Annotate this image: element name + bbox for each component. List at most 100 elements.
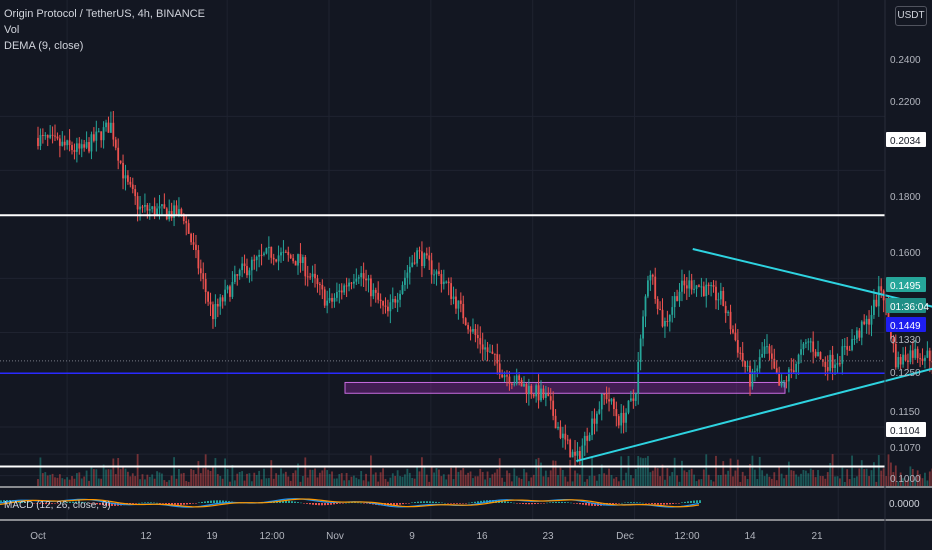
- macd-histogram-bar: [297, 502, 299, 503]
- macd-histogram-bar: [216, 500, 218, 503]
- volume-bar: [797, 476, 800, 486]
- volume-bar: [165, 481, 168, 486]
- macd-histogram-bar: [411, 502, 413, 503]
- volume-bar: [144, 479, 146, 486]
- price-axis-label: 0.1104: [890, 426, 920, 437]
- candle-body: [853, 338, 856, 340]
- volume-bar: [95, 469, 98, 486]
- macd-histogram-bar: [405, 503, 407, 504]
- macd-histogram-bar: [150, 502, 152, 503]
- price-axis: 0.2400 0.2200 0.2034 0.1800 0.1600 0.1495 01:3…: [886, 55, 929, 485]
- candle-body: [246, 266, 248, 276]
- candle-body: [396, 299, 399, 303]
- volume-bar: [328, 474, 331, 486]
- volume-bar: [732, 476, 734, 486]
- volume-bar: [899, 472, 902, 486]
- volume-bar: [311, 469, 314, 486]
- volume-bar: [819, 475, 822, 486]
- candle-body: [423, 253, 426, 267]
- candle-body: [241, 263, 244, 271]
- candle-body: [389, 302, 392, 312]
- candle-body: [399, 293, 401, 300]
- volume-bar: [664, 479, 666, 486]
- volume-bar: [231, 465, 234, 486]
- volume-bar: [919, 474, 921, 486]
- currency-badge[interactable]: USDT: [895, 6, 927, 26]
- volume-bar: [209, 470, 212, 486]
- volume-bar: [182, 472, 185, 486]
- volume-bar: [71, 476, 73, 486]
- volume-bar: [552, 460, 555, 486]
- volume-bar: [425, 474, 428, 486]
- macd-histogram-bar: [90, 503, 92, 504]
- volume-bar: [119, 469, 122, 486]
- macd-histogram-bar: [318, 503, 320, 506]
- volume-bar: [411, 477, 414, 486]
- candle-body: [797, 354, 800, 365]
- volume-bar: [865, 468, 868, 486]
- macd-histogram-bar: [75, 501, 77, 503]
- candle-body: [654, 276, 657, 299]
- candle-body: [163, 204, 166, 209]
- candle-body: [224, 289, 227, 302]
- volume-bar: [175, 478, 178, 486]
- price-axis-label: 0.2034: [890, 136, 921, 147]
- candle-body: [280, 252, 282, 256]
- macd-histogram-bar: [93, 503, 95, 504]
- volume-bar: [442, 474, 445, 486]
- volume-bar: [452, 479, 455, 486]
- macd-histogram-bar: [369, 503, 371, 505]
- candle-body: [438, 271, 440, 275]
- candle-body: [476, 335, 479, 339]
- volume-bar: [112, 458, 115, 486]
- volume-bar: [807, 473, 810, 486]
- candle-body: [753, 371, 756, 373]
- candle-body: [292, 258, 295, 262]
- candle-body: [297, 254, 299, 266]
- volume-bar: [389, 477, 392, 486]
- macd-histogram-bar: [618, 503, 620, 504]
- volume-bar: [178, 469, 180, 486]
- volume-bar: [683, 470, 686, 486]
- macd-histogram-bar: [156, 502, 158, 504]
- macd-histogram-bar: [165, 503, 167, 504]
- candle-body: [187, 223, 190, 234]
- volume-bar: [744, 475, 747, 486]
- candle-body: [343, 285, 346, 293]
- candle-body: [404, 277, 406, 285]
- volume-bar: [817, 469, 819, 486]
- volume-bar: [928, 471, 931, 486]
- time-axis-label: Nov: [326, 531, 344, 542]
- candle-body: [513, 383, 516, 385]
- volume-bar: [345, 472, 348, 486]
- volume-bar: [163, 480, 166, 486]
- volume-bar: [481, 472, 484, 486]
- macd-histogram-bar: [678, 503, 680, 504]
- volume-bar: [785, 474, 788, 486]
- candle-body: [326, 300, 329, 306]
- volume-bar: [792, 470, 795, 486]
- chart-legend: Origin Protocol / TetherUS, 4h, BINANCE …: [4, 6, 205, 54]
- volume-bar: [496, 469, 499, 486]
- macd-histogram-bar: [648, 503, 650, 504]
- candle-body: [746, 365, 749, 367]
- candle-body: [751, 371, 754, 387]
- volume-bar: [586, 479, 589, 486]
- macd-histogram-bar: [450, 503, 452, 504]
- candle-body: [105, 122, 107, 128]
- volume-bar: [92, 469, 95, 486]
- candle-body: [644, 296, 647, 317]
- macd-histogram-bar: [213, 500, 215, 503]
- candle-body: [107, 122, 110, 133]
- volume-bar: [226, 469, 229, 486]
- candle-body: [44, 135, 47, 137]
- volume-bar: [642, 458, 644, 486]
- volume-bar: [199, 473, 202, 486]
- volume-bar: [826, 472, 829, 486]
- volume-bar: [734, 470, 737, 486]
- volume-bar: [902, 478, 904, 486]
- volume-bar: [885, 475, 887, 486]
- macd-histogram-bar: [477, 501, 479, 503]
